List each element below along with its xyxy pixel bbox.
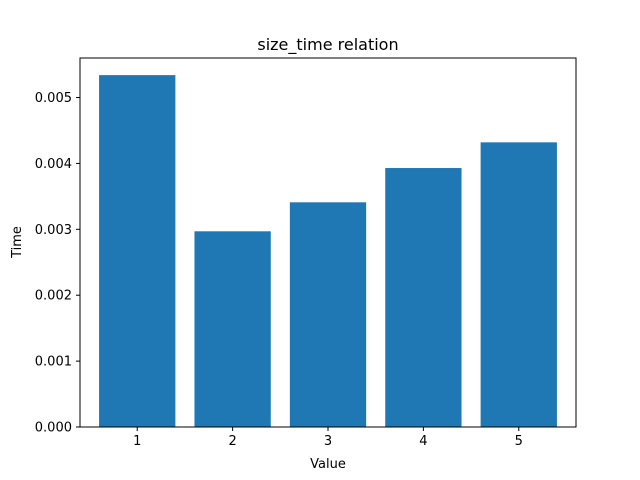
ticks-layer: 1 2 3 4 5 0.000 0.001 0.002 0.003 0.004 0.005 bbox=[35, 91, 523, 449]
bar-2 bbox=[194, 231, 271, 427]
x-tick-label: 1 bbox=[133, 434, 141, 449]
y-tick-label: 0.000 bbox=[35, 421, 72, 436]
y-tick-label: 0.002 bbox=[35, 289, 72, 304]
bar-1 bbox=[99, 75, 176, 427]
x-tick-label: 5 bbox=[515, 434, 523, 449]
bar-4 bbox=[385, 168, 462, 427]
x-tick-label: 2 bbox=[228, 434, 236, 449]
x-tick-label: 3 bbox=[324, 434, 332, 449]
x-axis-label: Value bbox=[310, 457, 346, 472]
y-tick-label: 0.003 bbox=[35, 223, 72, 238]
bar-5 bbox=[480, 142, 557, 428]
plot-frame bbox=[79, 57, 577, 428]
bars-layer bbox=[99, 75, 557, 428]
y-tick-label: 0.004 bbox=[35, 157, 72, 172]
x-tick-label: 4 bbox=[419, 434, 427, 449]
y-axis-label: Time bbox=[10, 226, 25, 259]
y-tick-label: 0.005 bbox=[35, 91, 72, 106]
chart-title: size_time relation bbox=[257, 35, 398, 55]
bar-3 bbox=[289, 202, 367, 427]
y-tick-label: 0.001 bbox=[35, 355, 72, 370]
